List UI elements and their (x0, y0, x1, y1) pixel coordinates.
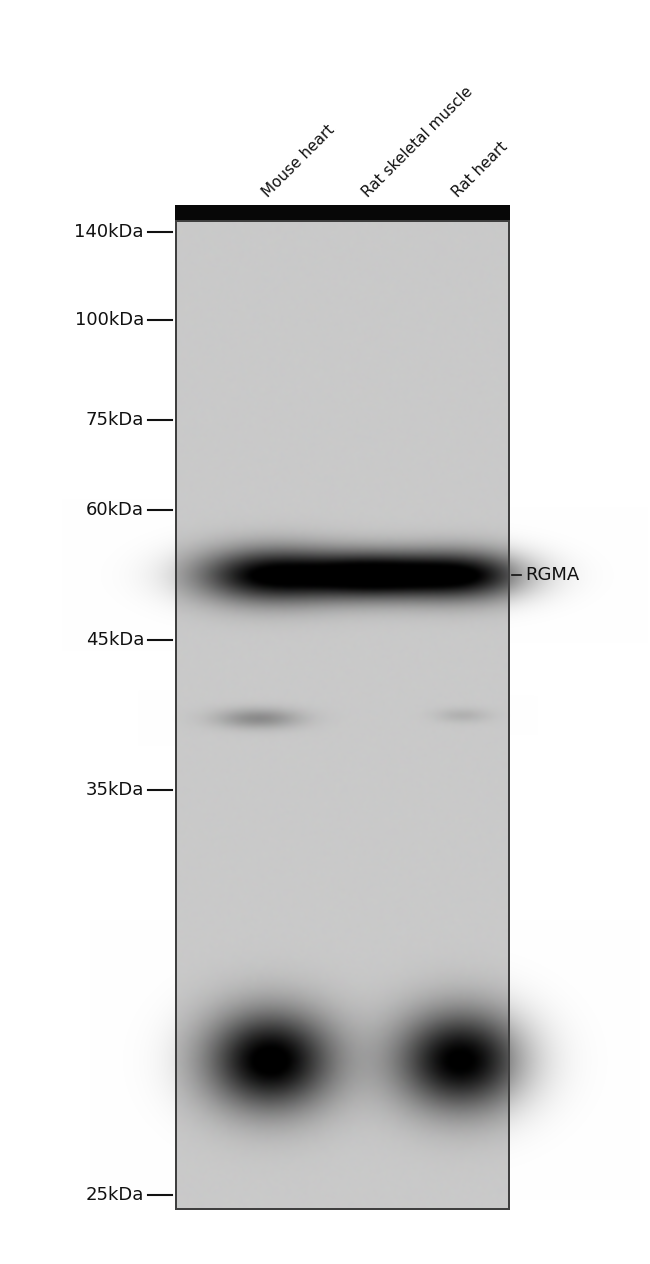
Text: 45kDa: 45kDa (86, 631, 144, 648)
Text: Rat skeletal muscle: Rat skeletal muscle (359, 83, 476, 200)
Text: 60kDa: 60kDa (86, 501, 144, 520)
Text: Mouse heart: Mouse heart (259, 121, 337, 200)
Text: 75kDa: 75kDa (86, 411, 144, 428)
Text: 100kDa: 100kDa (75, 311, 144, 329)
Text: 35kDa: 35kDa (86, 781, 144, 799)
Text: Rat heart: Rat heart (449, 139, 510, 200)
Text: 25kDa: 25kDa (86, 1186, 144, 1205)
Text: RGMA: RGMA (525, 566, 579, 584)
Text: 140kDa: 140kDa (75, 222, 144, 241)
